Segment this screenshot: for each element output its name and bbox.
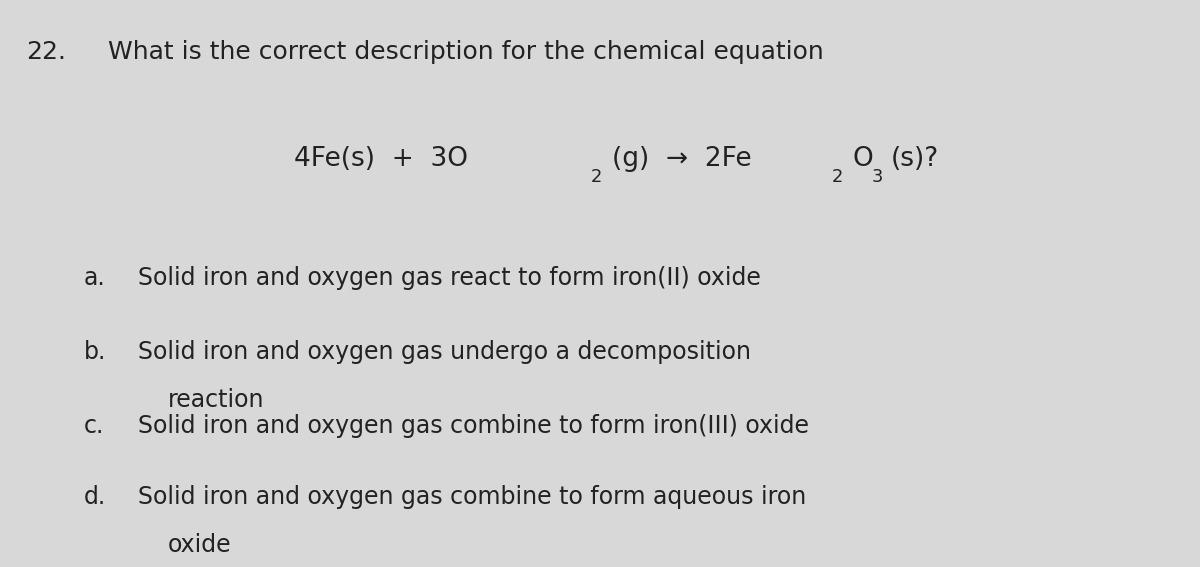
Text: 2: 2: [832, 168, 842, 186]
Text: oxide: oxide: [168, 533, 232, 557]
Text: (s)?: (s)?: [890, 146, 938, 172]
Text: Solid iron and oxygen gas combine to form aqueous iron: Solid iron and oxygen gas combine to for…: [138, 485, 806, 509]
Text: What is the correct description for the chemical equation: What is the correct description for the …: [108, 40, 823, 64]
Text: Solid iron and oxygen gas undergo a decomposition: Solid iron and oxygen gas undergo a deco…: [138, 340, 751, 364]
Text: b.: b.: [84, 340, 107, 364]
Text: a.: a.: [84, 266, 106, 290]
Text: 4Fe(s)  +  3O: 4Fe(s) + 3O: [294, 146, 468, 172]
Text: (g)  →  2Fe: (g) → 2Fe: [612, 146, 751, 172]
Text: 2: 2: [590, 168, 601, 186]
Text: 3: 3: [871, 168, 882, 186]
Text: d.: d.: [84, 485, 107, 509]
Text: reaction: reaction: [168, 388, 264, 412]
Text: Solid iron and oxygen gas react to form iron(II) oxide: Solid iron and oxygen gas react to form …: [138, 266, 761, 290]
Text: 22.: 22.: [26, 40, 66, 64]
Text: Solid iron and oxygen gas combine to form iron(III) oxide: Solid iron and oxygen gas combine to for…: [138, 414, 809, 438]
Text: O: O: [852, 146, 872, 172]
Text: c.: c.: [84, 414, 104, 438]
